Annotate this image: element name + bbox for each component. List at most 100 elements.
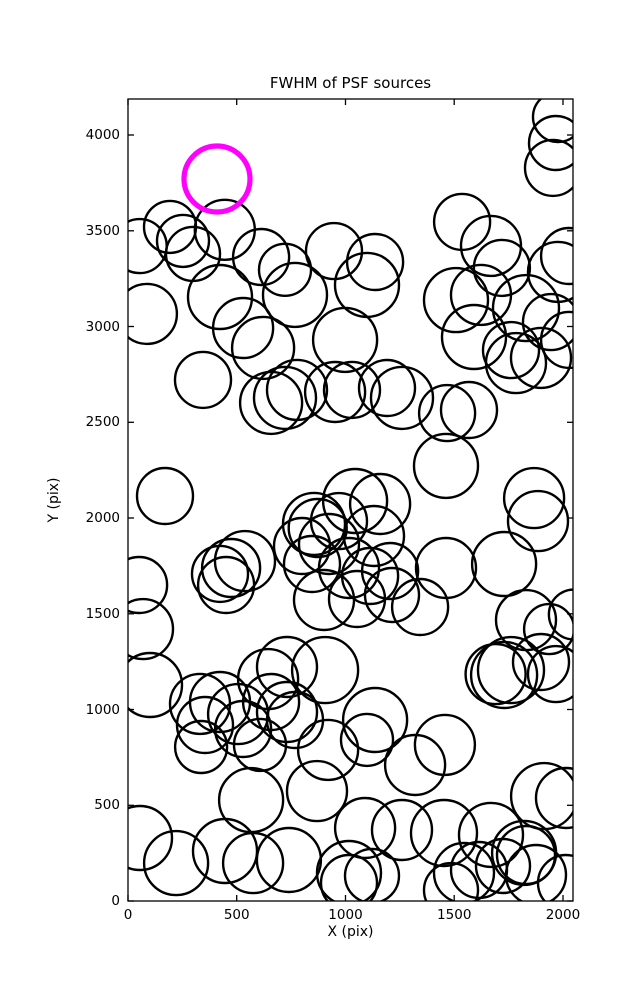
psf-source-circle [128,804,174,872]
psf-source-circle [484,331,548,395]
y-tick-label: 2500 [85,414,120,431]
psf-source-circle [390,577,450,637]
psf-source-circle [341,686,409,754]
psf-source-circle [502,466,566,530]
psf-source-circle [432,841,496,901]
psf-source-circle [265,358,329,422]
psf-source-circle [196,555,256,615]
x-tick-label: 0 [123,907,133,923]
psf-source-circle [531,99,573,144]
psf-source-circle [412,432,480,500]
psf-source-circle [439,380,499,440]
psf-source-circle [261,261,329,329]
psf-source-circle [342,504,406,568]
psf-source-circle [457,801,525,869]
psf-source-circle [348,472,412,536]
psf-source-circle [521,292,573,352]
psf-source-circle [417,383,477,443]
psf-source-circle [504,843,568,901]
y-tick-label: 2000 [85,510,120,526]
y-tick-label: 4000 [85,127,120,143]
plot-border [127,98,574,902]
data-points-layer [128,99,573,901]
psf-source-circle [422,266,490,334]
psf-source-circle [206,682,270,746]
psf-source-circle [534,766,573,830]
psf-source-circle [369,365,435,431]
psf-source-circle [128,597,175,661]
psf-source-circle [539,226,573,286]
psf-source-circle [495,824,557,886]
psf-source-circle [217,766,285,834]
psf-source-circle [282,534,342,594]
psf-source-circle [297,512,361,576]
psf-source-circle [383,733,447,797]
chart-title: FWHM of PSF sources [269,74,432,92]
psf-source-circle [221,831,285,895]
psf-source-circle [173,350,233,410]
psf-source-circle [128,555,169,615]
psf-source-circle [311,306,379,374]
psf-source-circle [481,320,541,380]
psf-source-circle [128,651,184,719]
psf-source-circle [339,712,395,768]
psf-source-circle [322,360,382,420]
psf-source-circle [491,273,561,343]
psf-source-circle [285,759,349,823]
psf-source-circle [231,227,291,287]
psf-source-circle [539,310,573,370]
psf-source-circle [315,839,383,901]
psf-source-circle [414,536,478,600]
psf-source-circle [296,718,360,782]
y-tick-label: 0 [111,893,120,909]
psf-source-circle [363,566,421,624]
psf-source-circle [472,238,532,298]
psf-source-circle [128,282,179,346]
psf-source-circle [523,138,573,198]
psf-source-circle [464,642,527,706]
psf-source-circle [319,853,379,901]
psf-source-circle [265,690,325,750]
psf-source-circle [321,467,389,535]
psf-source-circle [340,546,400,606]
psf-source-circle [186,263,254,331]
psf-source-circle [422,861,480,901]
psf-source-circle [327,569,387,629]
psf-source-circle [360,541,420,601]
psf-source-circle [272,516,332,576]
psf-source-circle [142,829,210,897]
psf-source-circle [547,588,573,641]
psf-source-circle [135,466,195,526]
psf-source-circle [252,365,318,431]
psf-source-circle [211,296,275,360]
psf-source-circle [511,632,571,692]
psf-source-circle [232,717,288,773]
psf-source-circle [469,640,539,710]
x-tick-label: 1000 [328,907,363,923]
psf-source-circle [303,360,367,424]
psf-source-circle [536,853,573,901]
psf-source-circle [200,537,262,599]
psf-source-circle [357,358,417,418]
psf-source-circle [287,497,348,559]
psf-source-circle [164,225,222,283]
y-tick-label: 500 [94,797,120,814]
tick-marks [127,99,573,902]
x-tick-label: 500 [223,907,250,923]
psf-source-circle [526,240,573,304]
psf-source-circle [292,568,356,632]
y-tick-label: 1500 [85,605,120,622]
psf-source-circle [290,635,360,705]
psf-source-circle [526,644,573,704]
psf-source-circle [440,303,508,371]
psf-source-circle [304,221,364,281]
psf-source-circle [522,602,573,656]
y-tick-label: 3000 [85,318,120,335]
x-tick-label: 2000 [545,907,581,923]
psf-source-circle [370,798,434,862]
psf-source-circle [257,242,313,297]
psf-source-circle [409,798,479,868]
psf-source-circle [476,635,546,705]
